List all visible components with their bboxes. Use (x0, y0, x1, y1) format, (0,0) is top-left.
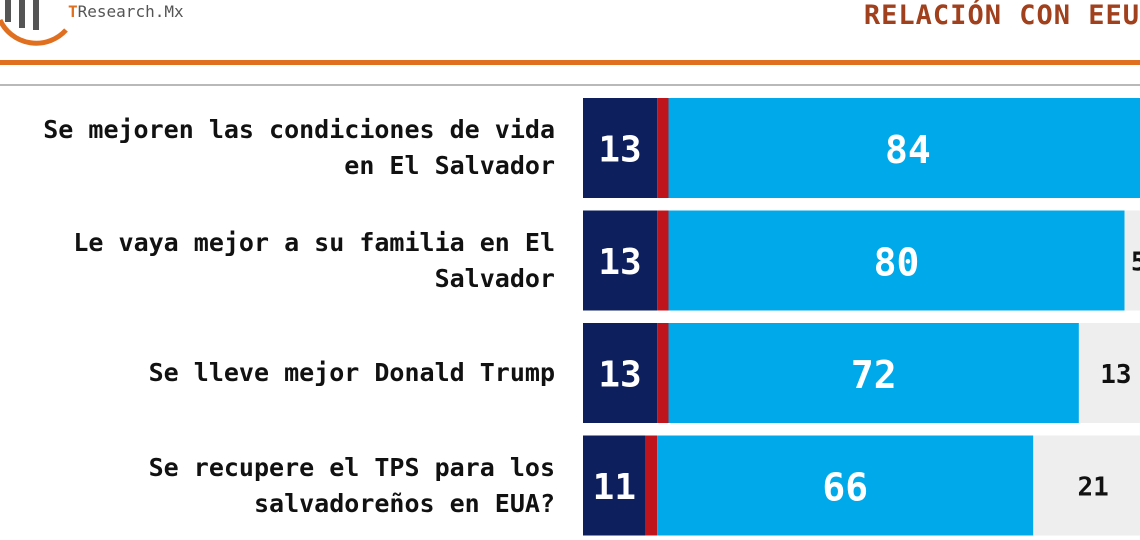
logo-arc (0, 18, 68, 46)
bar-segment (668, 210, 1125, 311)
bar-segment (583, 323, 658, 423)
value-label: 5 (1131, 248, 1140, 278)
header-rule (0, 60, 1140, 65)
value-label: 13 (598, 242, 641, 283)
bar-segment (583, 210, 658, 311)
category-label: Se lleve mejor Donald Trump (148, 358, 555, 387)
bar-segment (1033, 435, 1140, 536)
category-label: Se mejoren las condiciones de vida en El… (43, 115, 555, 180)
category-label: Le vaya mejor a su familia en El Salvado… (73, 227, 555, 293)
bar-segment (583, 98, 658, 198)
value-label: 80 (874, 241, 920, 285)
value-label: 66 (822, 466, 868, 510)
logo-bars (5, 0, 39, 30)
category-label: Se recupere el TPS para los salvadoreños… (148, 452, 555, 518)
value-label: 13 (598, 355, 641, 396)
bar-segment (657, 435, 1034, 536)
bar-segment (668, 323, 1079, 423)
value-label: 13 (1100, 360, 1131, 390)
value-label: 84 (885, 128, 931, 172)
value-label: 21 (1077, 473, 1108, 503)
bar-segment (645, 435, 658, 536)
bar-segment (657, 210, 669, 311)
bar-segment (657, 323, 669, 423)
bar-segment (668, 98, 1140, 198)
value-label: 11 (593, 467, 636, 508)
bar-segment (657, 98, 669, 198)
bar-segment (1078, 323, 1140, 423)
value-label: 72 (851, 353, 897, 397)
bar-segment (583, 435, 646, 536)
bar-segment (1124, 210, 1140, 311)
page-title: RELACIÓN CON EEU (863, 0, 1140, 31)
logo-text: TResearch.Mx (68, 2, 184, 21)
header-rule-thin (0, 84, 1140, 86)
value-label: 13 (598, 130, 641, 171)
